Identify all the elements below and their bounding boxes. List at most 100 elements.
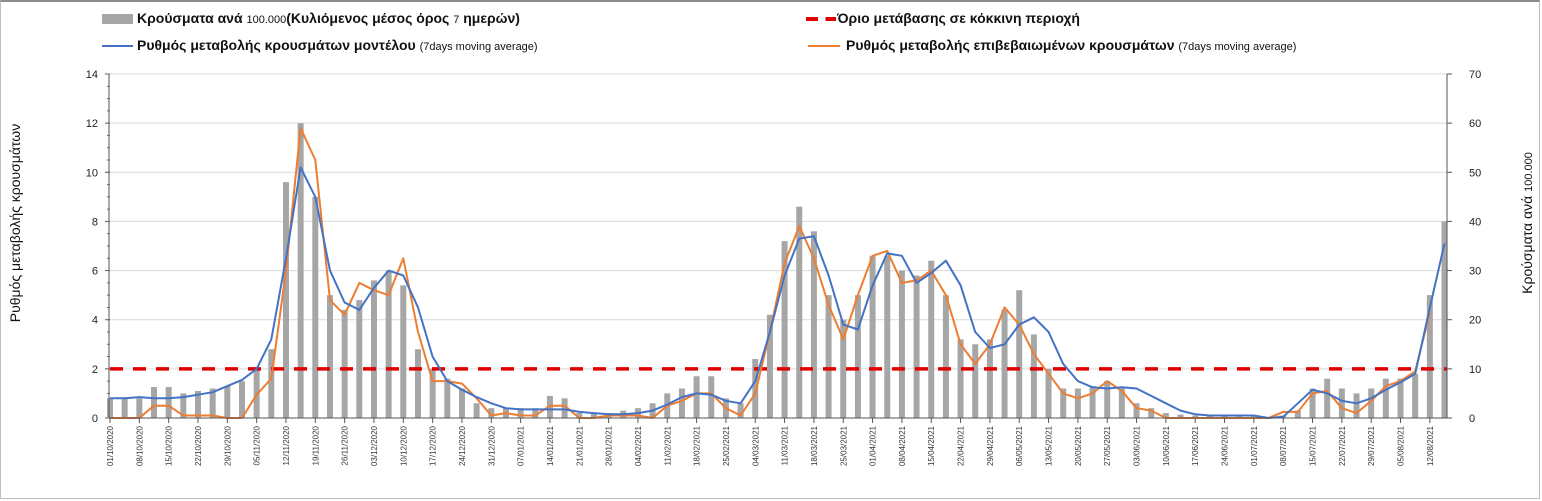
- bar: [1016, 290, 1023, 418]
- right-tick-label: 60: [1469, 118, 1481, 130]
- bar: [766, 314, 773, 418]
- bars-legend-small: 100.000: [246, 14, 287, 26]
- x-tick-label: 19/11/2020: [311, 425, 320, 465]
- bar: [238, 381, 245, 418]
- left-tick-label: 8: [92, 216, 98, 228]
- bar: [972, 344, 979, 418]
- x-tick-label: 14/01/2021: [546, 425, 555, 466]
- bar: [326, 295, 333, 418]
- bars-legend-swatch: [102, 14, 133, 24]
- bar: [1324, 378, 1331, 418]
- bar: [693, 376, 700, 418]
- bar: [107, 398, 113, 418]
- bar: [370, 280, 377, 418]
- x-tick-label: 12/08/2021: [1426, 425, 1435, 466]
- x-tick-label: 18/03/2021: [810, 425, 819, 466]
- confirmed-legend-label: Ρυθμός μεταβολής επιβεβαιωμένων κρουσμάτ…: [846, 37, 1296, 53]
- left-tick-label: 10: [86, 167, 98, 179]
- x-tick-label: 04/02/2021: [634, 425, 643, 466]
- x-tick-label: 24/06/2021: [1221, 425, 1230, 466]
- right-tick-label: 20: [1469, 315, 1481, 327]
- bar: [1353, 393, 1360, 418]
- x-tick-label: 22/10/2020: [194, 425, 203, 466]
- bars-legend-days: 7: [453, 14, 460, 26]
- bar: [341, 309, 348, 418]
- x-tick-label: 17/06/2021: [1191, 425, 1200, 466]
- bars-legend-end: ημερών): [463, 10, 520, 26]
- bar: [150, 387, 157, 418]
- bar: [473, 403, 480, 418]
- bar: [561, 398, 568, 418]
- bar: [356, 300, 363, 418]
- bar: [1074, 388, 1081, 418]
- bar: [1221, 415, 1228, 418]
- bar: [282, 182, 289, 418]
- x-tick-label: 04/03/2021: [751, 425, 760, 466]
- bar: [546, 395, 553, 418]
- x-tick-label: 24/12/2020: [458, 425, 467, 466]
- bar: [678, 388, 685, 418]
- x-tick-label: 29/04/2021: [986, 425, 995, 466]
- right-tick-label: 40: [1469, 216, 1481, 228]
- x-tick-label: 01/04/2021: [869, 425, 878, 466]
- bar: [810, 231, 817, 418]
- bar: [488, 408, 495, 418]
- x-tick-label: 07/01/2021: [517, 425, 526, 466]
- x-tick-label: 25/03/2021: [839, 425, 848, 466]
- bar: [121, 398, 128, 418]
- bars-legend-text: Κρούσματα ανά: [137, 10, 243, 26]
- left-tick-label: 14: [86, 69, 98, 81]
- bar: [517, 408, 524, 418]
- bar: [1133, 403, 1140, 418]
- bar: [1148, 408, 1155, 418]
- left-tick-label: 4: [92, 315, 98, 327]
- bar: [1206, 415, 1213, 418]
- x-tick-label: 13/05/2021: [1045, 425, 1054, 466]
- x-tick-label: 08/04/2021: [898, 425, 907, 466]
- bar: [180, 393, 187, 418]
- bar: [854, 295, 861, 418]
- right-tick-label: 10: [1469, 364, 1481, 376]
- bar: [165, 387, 172, 418]
- threshold-legend-label: Όριο μετάβασης σε κόκκινη περιοχή: [837, 10, 1080, 26]
- x-tick-label: 05/08/2021: [1397, 425, 1406, 466]
- left-tick-label: 6: [92, 266, 98, 278]
- x-tick-label: 11/03/2021: [781, 425, 790, 465]
- bar: [1030, 334, 1037, 418]
- bar: [928, 260, 935, 418]
- bar: [400, 285, 407, 418]
- bar: [1162, 413, 1169, 418]
- bar: [913, 275, 920, 418]
- bar: [312, 196, 319, 418]
- x-tick-label: 29/10/2020: [223, 425, 232, 466]
- model-cases-line: [110, 166, 1446, 419]
- bar: [1382, 378, 1389, 418]
- x-tick-label: 03/06/2021: [1133, 425, 1142, 466]
- bar: [752, 359, 759, 418]
- bar: [737, 403, 744, 418]
- x-tick-label: 01/07/2021: [1250, 425, 1259, 466]
- bars-legend-label: Κρούσματα ανά 100.000(Κυλιόμενος μέσος ό…: [137, 10, 520, 26]
- bar: [1118, 388, 1125, 418]
- bar: [1001, 309, 1008, 418]
- bar: [1060, 388, 1067, 418]
- bar: [1397, 378, 1404, 418]
- bar: [590, 413, 597, 418]
- x-tick-label: 03/12/2020: [370, 425, 379, 466]
- bar: [444, 378, 451, 418]
- bar: [297, 123, 304, 419]
- x-tick-label: 15/10/2020: [165, 425, 174, 466]
- bar: [840, 319, 847, 418]
- threshold-legend-text: Όριο μετάβασης σε κόκκινη περιοχή: [837, 10, 1080, 26]
- bar: [1368, 388, 1375, 418]
- x-tick-label: 11/02/2021: [663, 425, 672, 465]
- x-tick-label: 21/01/2021: [575, 425, 584, 466]
- model-legend-note: (7days moving average): [419, 41, 538, 53]
- x-tick-label: 01/10/2020: [106, 425, 115, 466]
- x-tick-label: 08/07/2021: [1279, 425, 1288, 466]
- x-tick-label: 22/04/2021: [957, 425, 966, 466]
- bar: [194, 390, 201, 418]
- bars-legend-mid: (Κυλιόμενος μέσος όρος: [286, 10, 450, 26]
- model-legend-text: Ρυθμός μεταβολής κρουσμάτων μοντέλου: [137, 37, 416, 53]
